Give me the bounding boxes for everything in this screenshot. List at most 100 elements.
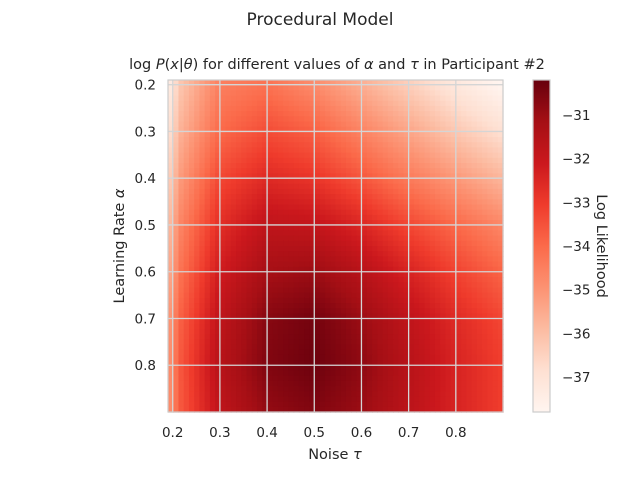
heatmap-cell [262,220,269,226]
heatmap-cell [168,137,174,143]
heatmap-cell [199,137,206,143]
heatmap-cell [361,313,368,320]
heatmap-cell [267,111,274,117]
heatmap-cell [345,313,352,320]
heatmap-cell [277,152,284,159]
heatmap-cell [351,251,358,257]
heatmap-cell [209,116,216,123]
heatmap-cell [251,318,258,325]
heatmap-cell [309,375,316,382]
heatmap-cell [314,126,321,133]
heatmap-cell [466,142,473,149]
heatmap-cell [471,225,478,232]
heatmap-cell [408,194,415,200]
heatmap-cell [393,282,399,289]
heatmap-cell [283,240,289,247]
heatmap-cell [361,137,368,143]
heatmap-cell [194,240,200,247]
heatmap-cell [455,163,462,169]
heatmap-cell [419,334,426,340]
heatmap-cell [209,271,216,278]
heatmap-cell [429,168,436,174]
heatmap-cell [476,157,483,164]
heatmap-cell [298,271,305,278]
heatmap-cell [440,401,447,408]
heatmap-cell [450,214,457,221]
heatmap-cell [173,209,180,216]
heatmap-cell [471,349,478,356]
heatmap-cell [209,386,216,392]
heatmap-cell [445,287,452,294]
heatmap-cell [466,188,473,195]
heatmap-cell [277,370,284,377]
heatmap-cell [241,266,248,273]
heatmap-cell [387,266,394,273]
heatmap-cell [471,261,478,268]
heatmap-cell [497,121,504,128]
heatmap-cell [476,85,483,91]
heatmap-cell [372,266,378,273]
heatmap-cell [419,121,426,128]
heatmap-cell [215,126,221,133]
heatmap-cell [487,137,494,143]
heatmap-cell [178,220,185,226]
heatmap-cell [209,90,216,97]
heatmap-cell [345,178,352,185]
heatmap-cell [419,365,426,372]
heatmap-cell [356,282,363,289]
heatmap-cell [335,220,342,226]
heatmap-cell [215,292,221,299]
heatmap-cell [241,297,248,304]
heatmap-cell [267,199,274,206]
heatmap-cell [183,95,190,102]
heatmap-cell [408,80,415,86]
heatmap-cell [466,360,473,366]
heatmap-cell [241,313,248,320]
heatmap-cell [325,111,331,117]
heatmap-cell [173,100,180,107]
heatmap-cell [209,80,216,86]
heatmap-cell [377,204,384,211]
heatmap-cell [414,365,420,372]
heatmap-cell [361,116,368,123]
heatmap-cell [351,173,358,180]
heatmap-cell [225,370,232,377]
heatmap-cell [168,380,174,387]
heatmap-cell [440,282,447,289]
heatmap-cell [188,230,195,237]
heatmap-cell [424,297,431,304]
heatmap-cell [466,339,473,346]
heatmap-cell [492,168,499,174]
heatmap-cell [288,225,295,232]
heatmap-cell [272,354,279,361]
heatmap-cell [492,287,499,294]
heatmap-cell [429,256,436,263]
heatmap-cell [188,406,195,413]
heatmap-cell [236,225,242,232]
gridlines [168,80,503,412]
heatmap-cell [335,230,342,237]
heatmap-cell [298,116,305,123]
heatmap-cell [440,214,447,221]
heatmap-cell [429,329,436,335]
heatmap-cell [199,334,206,340]
heatmap-cell [225,391,232,398]
heatmap-cell [366,375,373,382]
heatmap-cell [220,111,227,117]
heatmap-cell [440,240,447,247]
heatmap-cell [251,173,258,180]
heatmap-cell [288,121,295,128]
heatmap-cell [419,308,426,315]
y-tick-label: 0.4 [135,171,156,187]
heatmap-cell [272,137,279,143]
heatmap-cell [414,329,420,335]
heatmap-cell [241,152,248,159]
heatmap-cell [262,323,269,330]
heatmap-cell [482,313,488,320]
heatmap-cell [262,126,269,133]
heatmap-cell [236,183,242,190]
heatmap-cell [230,339,237,346]
heatmap-cell [482,230,488,237]
heatmap-cell [330,90,337,97]
heatmap-cell [497,157,504,164]
